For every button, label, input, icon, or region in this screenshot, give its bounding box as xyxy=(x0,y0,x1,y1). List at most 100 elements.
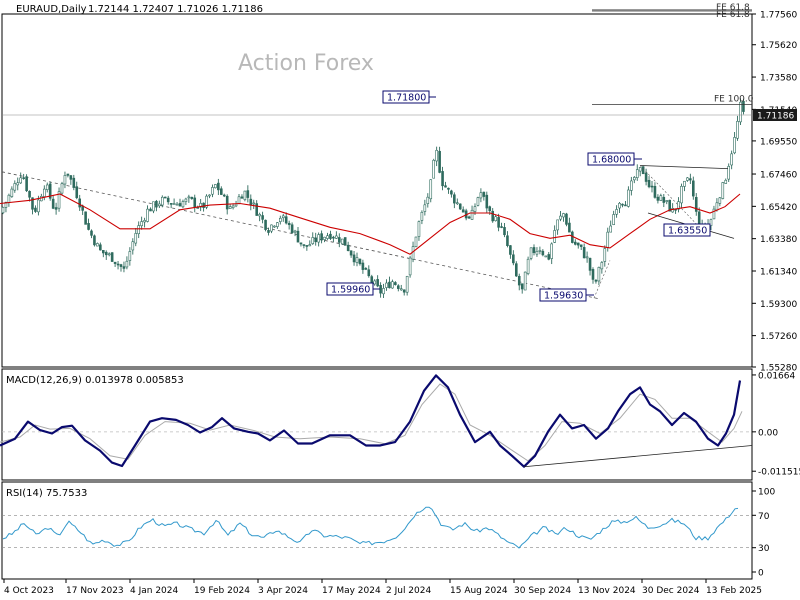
ohlc-values: 1.72144 1.72407 1.71026 1.71186 xyxy=(88,4,263,15)
candle-body xyxy=(600,262,604,270)
date-tick-label: 15 Aug 2024 xyxy=(450,586,508,596)
current-price-tag xyxy=(753,108,797,121)
candle-body xyxy=(482,191,486,197)
candle-body xyxy=(10,188,14,197)
candle-body xyxy=(691,180,695,197)
candle-body xyxy=(438,150,441,173)
candle-body xyxy=(267,230,270,233)
candle-body xyxy=(220,188,223,195)
candle-body xyxy=(146,208,149,222)
candle-body xyxy=(683,180,686,187)
candle-body xyxy=(87,223,90,230)
price-tick-label: 1.57260 xyxy=(760,332,797,342)
candle-body xyxy=(544,255,548,258)
candle-body xyxy=(441,171,444,187)
candle-body xyxy=(432,159,436,179)
candle-body xyxy=(730,153,733,166)
candle-body xyxy=(214,184,217,189)
date-tick-label: 3 Apr 2024 xyxy=(258,586,308,596)
candle-body xyxy=(402,289,406,293)
candle-body xyxy=(650,185,654,188)
candle-body xyxy=(45,184,49,190)
price-tick-label: 1.73580 xyxy=(760,74,797,84)
candle-body xyxy=(96,243,99,247)
current-price-label: 1.71186 xyxy=(757,111,794,121)
candle-body xyxy=(497,217,500,228)
candle-body xyxy=(276,222,279,227)
candle-body xyxy=(234,203,238,207)
candle-body xyxy=(25,176,28,192)
candle-body xyxy=(202,202,205,208)
rsi-group: 100 70 30 0 xyxy=(2,488,775,579)
candle-body xyxy=(444,185,447,188)
candle-body xyxy=(113,261,117,264)
candle-body xyxy=(163,196,167,199)
candle-body xyxy=(417,221,421,237)
fe-61-8-label: FE 61.8 xyxy=(716,3,750,13)
candle-body xyxy=(559,215,562,220)
candle-body xyxy=(217,182,220,191)
candle-body xyxy=(632,177,636,181)
candle-body xyxy=(370,276,374,283)
candle-body xyxy=(721,182,725,199)
candle-body xyxy=(385,282,388,288)
price-tick-label: 1.69550 xyxy=(760,137,797,147)
candle-body xyxy=(647,180,651,188)
rebound-line xyxy=(593,260,611,299)
candle-body xyxy=(249,198,253,206)
candle-body xyxy=(155,200,158,208)
macd-tick-label: 0.00 xyxy=(758,428,778,438)
candle-body xyxy=(653,186,657,198)
candle-body xyxy=(565,213,568,225)
candle-body xyxy=(476,197,480,206)
candle-body xyxy=(512,254,515,264)
candle-body xyxy=(453,194,456,204)
candle-body xyxy=(99,244,102,251)
candle-body xyxy=(161,196,164,206)
candle-body xyxy=(376,279,379,287)
candle-body xyxy=(278,217,282,222)
candle-body xyxy=(296,230,300,243)
candles-group xyxy=(1,98,745,298)
candle-body xyxy=(78,198,81,208)
candle-body xyxy=(143,220,146,223)
candle-body xyxy=(102,249,105,254)
rsi-tick-label: 30 xyxy=(758,544,770,554)
candle-body xyxy=(520,283,524,290)
date-tick-label: 17 Nov 2023 xyxy=(66,586,124,596)
candle-body xyxy=(37,199,40,213)
candle-body xyxy=(302,244,306,246)
candle-body xyxy=(284,216,288,224)
triangle-upper-line xyxy=(639,165,729,170)
candle-body xyxy=(736,121,739,139)
candle-body xyxy=(323,236,326,240)
candle-body xyxy=(184,198,188,202)
candle-body xyxy=(686,177,689,181)
candle-body xyxy=(119,264,123,267)
candle-body xyxy=(588,257,592,271)
candle-body xyxy=(689,178,692,181)
candle-body xyxy=(394,282,397,285)
candle-body xyxy=(585,256,589,259)
candle-body xyxy=(343,237,347,246)
candle-body xyxy=(317,234,320,243)
candle-body xyxy=(455,202,459,205)
date-tick-label: 13 Feb 2025 xyxy=(706,586,762,596)
candle-body xyxy=(414,236,418,247)
candle-body xyxy=(93,235,96,246)
candle-body xyxy=(500,226,503,228)
candle-body xyxy=(231,205,235,209)
candle-body xyxy=(72,177,76,188)
candle-body xyxy=(624,204,627,207)
macd-tick-label: -0.011515 xyxy=(758,468,800,478)
candle-body xyxy=(668,199,672,212)
candle-body xyxy=(467,216,471,219)
candle-body xyxy=(131,241,135,251)
price-tick-label: 1.65420 xyxy=(760,203,797,213)
candle-body xyxy=(190,196,194,199)
candle-body xyxy=(665,200,669,202)
candle-body xyxy=(287,222,291,226)
candle-body xyxy=(582,247,586,259)
candle-body xyxy=(630,180,633,191)
candle-body xyxy=(320,233,323,241)
